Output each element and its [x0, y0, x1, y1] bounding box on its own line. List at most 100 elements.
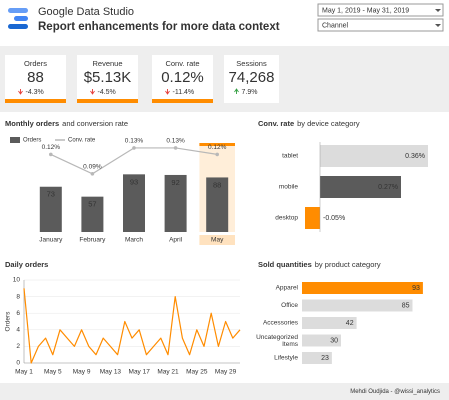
conv-rate-point: [173, 146, 178, 150]
scorecard-value: 88: [27, 69, 44, 86]
channel-filter[interactable]: [317, 18, 444, 32]
bar: [39, 186, 62, 232]
scorecard-change: -11.4%: [173, 89, 195, 96]
bar: [302, 352, 332, 364]
highlight-bottom: [199, 235, 235, 245]
category-label: Apparel: [276, 285, 299, 292]
y-tick-label: 0: [16, 360, 20, 367]
x-tick-label: May 21: [157, 369, 179, 376]
bar: [302, 299, 413, 312]
chart-title-part: Conv. rate: [258, 119, 294, 128]
scorecard-change: -4.3%: [26, 89, 44, 96]
scorecard: [152, 55, 213, 103]
y-tick-label: 8: [16, 293, 20, 300]
scorecard-label: Sessions: [236, 59, 267, 68]
scorecard-change: -4.5%: [98, 89, 116, 96]
chart-title-part: by device category: [297, 119, 360, 128]
footer-band: [0, 383, 449, 400]
y-tick-label: 2: [16, 343, 20, 350]
scorecard-accent: [152, 99, 213, 103]
date-filter[interactable]: [317, 3, 444, 17]
bar-label: 57: [88, 200, 96, 209]
bar: [123, 174, 145, 232]
bar-label: 73: [47, 190, 55, 199]
trend-arrow: [90, 89, 95, 95]
scorecard: [5, 55, 66, 103]
conv-rate-point: [49, 152, 53, 157]
chart-title: Conv. rate by device category: [258, 119, 360, 128]
chart-title-part: Sold quantities: [258, 260, 312, 269]
x-tick-label: May 13: [100, 369, 122, 376]
dropdown-arrow: [435, 24, 441, 27]
value-label: 30: [330, 337, 338, 344]
value-label: 0.36%: [405, 153, 425, 160]
value-label: 42: [346, 320, 354, 327]
scorecard-label: Conv. rate: [165, 59, 199, 68]
bar: [320, 145, 428, 167]
legend-label: Orders: [23, 138, 41, 144]
conv-rate-label: 0.12%: [42, 144, 61, 151]
daily-orders-line: [23, 288, 241, 364]
trend-arrow: [165, 89, 170, 95]
logo: [8, 8, 28, 29]
conv-rate-label: 0.13%: [166, 138, 185, 145]
category-label: Accessories: [263, 320, 299, 327]
bar: [206, 177, 229, 232]
bar-label: 88: [213, 180, 221, 189]
scorecard-accent: [5, 99, 66, 103]
x-tick-label: May 29: [215, 369, 237, 376]
footer: Mehdi Oudjida - @wissi_analytics: [350, 389, 440, 395]
chart-title-part: by product category: [315, 260, 381, 269]
bar: [302, 334, 341, 347]
category-label: mobile: [279, 184, 299, 191]
bar: [81, 196, 104, 232]
scorecard: [224, 55, 279, 103]
category-label: desktop: [275, 215, 298, 222]
conv-rate-point: [132, 146, 136, 150]
category-label: Uncategorized Items: [256, 334, 299, 348]
scorecard-value: 0.12%: [161, 69, 204, 86]
value-label: 23: [321, 355, 329, 362]
value-label: 0.27%: [378, 184, 398, 191]
legend-swatch: [10, 137, 20, 143]
scorecard-value: 74,268: [229, 69, 275, 86]
report-title: Report enhancements for more data contex…: [38, 21, 280, 33]
scorecard-label: Orders: [24, 59, 47, 68]
value-label: 93: [412, 285, 420, 292]
x-tick-label: May 25: [186, 369, 208, 376]
chart-title-part: Daily orders: [5, 260, 48, 269]
category-label: Office: [281, 302, 298, 309]
x-tick-label: May: [211, 237, 224, 244]
x-tick-label: May 1: [15, 369, 33, 376]
chart-title-part: Monthly orders: [5, 119, 59, 128]
x-tick-label: May 17: [129, 369, 151, 376]
bar-label: 93: [130, 177, 138, 186]
conv-rate-label: 0.09%: [83, 164, 102, 171]
scorecard-value: $5.13K: [84, 69, 132, 86]
trend-arrow: [234, 88, 239, 94]
legend-label: Conv. rate: [68, 138, 96, 144]
chart-title: Daily orders: [5, 260, 48, 269]
bar: [302, 282, 423, 294]
bar: [164, 174, 187, 232]
x-tick-label: February: [79, 237, 106, 244]
highlight-top: [199, 143, 235, 146]
conv-rate-point: [90, 172, 95, 176]
chart-title-part: and conversion rate: [62, 119, 128, 128]
x-tick-label: April: [169, 237, 183, 244]
bar: [302, 317, 357, 329]
value-label: -0.05%: [323, 215, 345, 222]
date-filter-label: May 1, 2019 - May 31, 2019: [322, 7, 409, 14]
y-tick-label: 10: [13, 277, 21, 284]
bar: [320, 176, 401, 198]
bar: [305, 207, 320, 229]
category-label-line: Uncategorized: [256, 334, 298, 341]
chart-title: Sold quantities by product category: [258, 260, 381, 269]
x-tick-label: March: [125, 237, 143, 244]
channel-filter-label: Channel: [322, 22, 349, 29]
scorecard-label: Revenue: [92, 59, 122, 68]
x-tick-label: January: [39, 237, 63, 244]
scorecard-change: 7.9%: [242, 89, 258, 96]
category-label-line: Items: [282, 341, 299, 348]
